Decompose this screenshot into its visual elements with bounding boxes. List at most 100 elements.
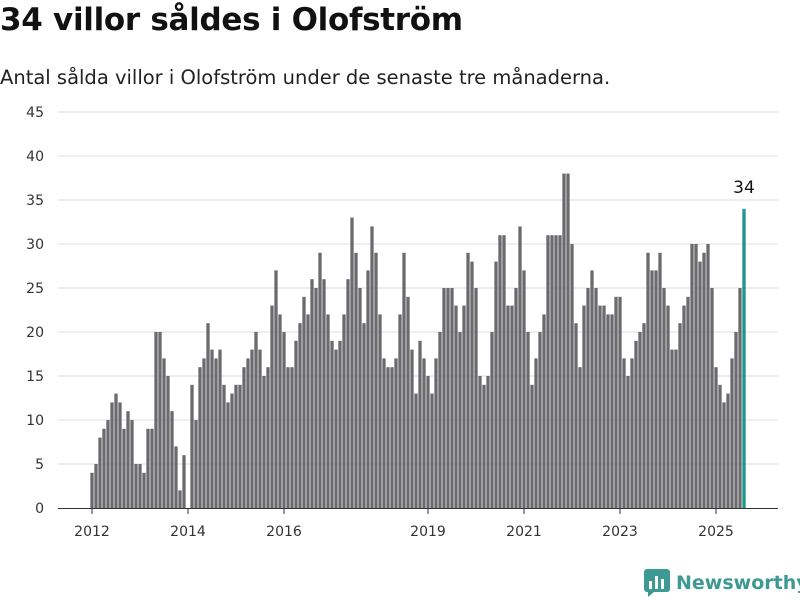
bar	[414, 393, 418, 508]
bar	[534, 358, 538, 508]
bar	[682, 305, 686, 508]
bar	[666, 305, 670, 508]
bar	[118, 402, 122, 508]
bar	[406, 296, 410, 508]
bar	[582, 305, 586, 508]
bar	[398, 314, 402, 508]
bar	[630, 358, 634, 508]
bar	[370, 226, 374, 508]
bar	[422, 358, 426, 508]
bar	[642, 323, 646, 508]
bar	[266, 367, 270, 508]
bar	[286, 367, 290, 508]
x-axis: 2012 2014 2016 2019 2021 2023 2025	[58, 508, 778, 540]
bar	[486, 376, 490, 508]
bar	[610, 314, 614, 508]
bar	[550, 235, 554, 508]
y-tick-label: 10	[26, 413, 44, 429]
bar	[274, 270, 278, 508]
bar	[138, 464, 142, 508]
bar	[322, 279, 326, 508]
bar	[386, 367, 390, 508]
bar	[726, 393, 730, 508]
bar	[330, 340, 334, 508]
brand-name: Newsworthy	[676, 572, 800, 594]
bar	[626, 376, 630, 508]
bar	[594, 288, 598, 508]
bar	[418, 340, 422, 508]
bar	[458, 332, 462, 508]
bar	[258, 349, 262, 508]
y-tick-label: 45	[26, 105, 44, 121]
bar	[102, 428, 106, 508]
bar	[142, 472, 146, 508]
bar	[154, 332, 158, 508]
bar	[338, 340, 342, 508]
bar	[714, 367, 718, 508]
bar	[162, 358, 166, 508]
bar	[226, 402, 230, 508]
bar	[430, 393, 434, 508]
newsworthy-icon	[644, 569, 670, 597]
bar	[482, 384, 486, 508]
bar	[490, 332, 494, 508]
bar	[110, 402, 114, 508]
bar	[98, 437, 102, 508]
bar	[454, 305, 458, 508]
bar	[402, 252, 406, 508]
bar	[518, 226, 522, 508]
bar	[170, 411, 174, 508]
bar	[394, 358, 398, 508]
bar	[598, 305, 602, 508]
bar	[522, 270, 526, 508]
bar	[658, 252, 662, 508]
bar	[602, 305, 606, 508]
bar	[566, 173, 570, 508]
bar	[346, 279, 350, 508]
bar	[466, 252, 470, 508]
bar	[106, 420, 110, 508]
bar	[214, 358, 218, 508]
y-tick-label: 15	[26, 369, 44, 385]
bar	[230, 393, 234, 508]
bar	[122, 428, 126, 508]
bar	[702, 252, 706, 508]
bar	[578, 367, 582, 508]
bar	[706, 244, 710, 508]
bar	[434, 358, 438, 508]
y-tick-label: 30	[26, 237, 44, 253]
bar	[298, 323, 302, 508]
bar	[158, 332, 162, 508]
bar	[526, 332, 530, 508]
bar	[278, 314, 282, 508]
bar	[198, 367, 202, 508]
bar	[634, 340, 638, 508]
chart-subtitle: Antal sålda villor i Olofström under de …	[0, 66, 611, 89]
bar	[238, 384, 242, 508]
bar	[510, 305, 514, 508]
bar	[718, 384, 722, 508]
bar	[342, 314, 346, 508]
bar	[498, 235, 502, 508]
y-tick-label: 40	[26, 149, 44, 165]
bar	[358, 288, 362, 508]
newsworthy-logo: Newsworthy	[644, 568, 800, 598]
bar-series	[90, 173, 746, 509]
bar	[646, 252, 650, 508]
bar	[190, 384, 194, 508]
bar	[282, 332, 286, 508]
bar	[614, 296, 618, 508]
bar	[650, 270, 654, 508]
gridlines	[58, 111, 778, 465]
bar	[670, 349, 674, 508]
y-tick-label: 5	[35, 457, 44, 473]
bar	[178, 490, 182, 508]
bar	[686, 296, 690, 508]
bar	[134, 464, 138, 508]
bar	[222, 384, 226, 508]
bar	[442, 288, 446, 508]
bar	[662, 288, 666, 508]
bar	[374, 252, 378, 508]
bar	[678, 323, 682, 508]
bar	[618, 296, 622, 508]
